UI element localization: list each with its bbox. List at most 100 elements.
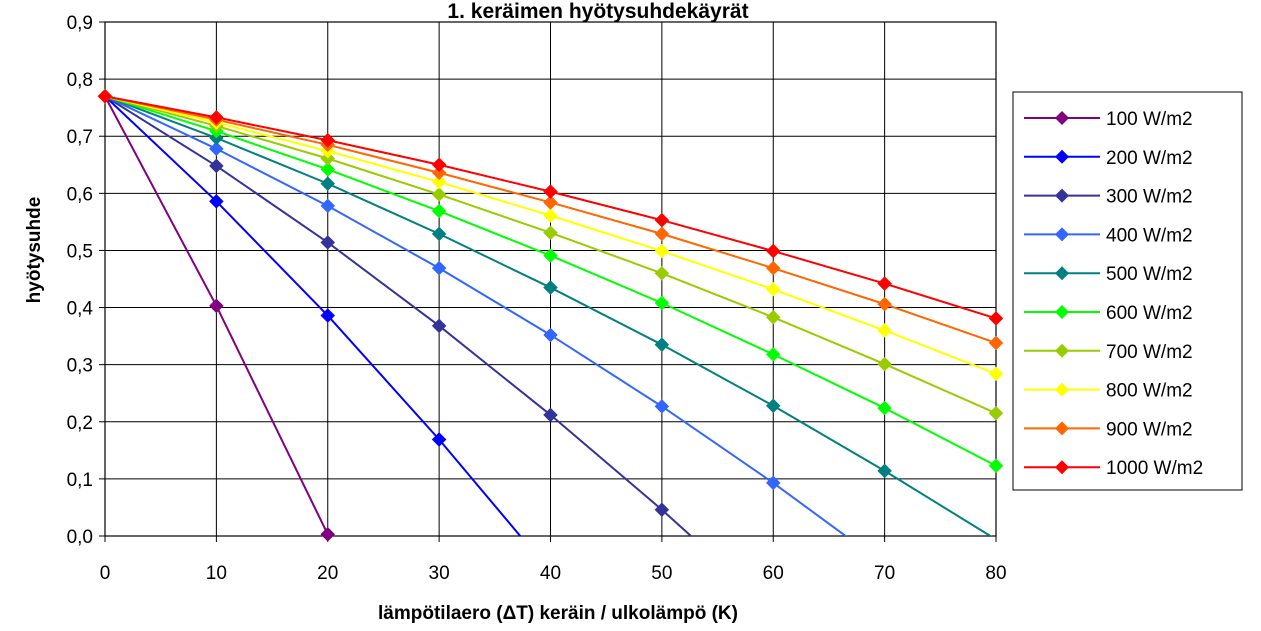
data-point bbox=[765, 309, 781, 325]
data-point bbox=[765, 281, 781, 297]
legend: 100 W/m2 200 W/m2 300 W/m2 400 W/m2 500 W/m2… bbox=[1012, 91, 1243, 491]
data-point bbox=[320, 235, 336, 250]
x-tick-label: 0 bbox=[100, 563, 111, 584]
data-point bbox=[431, 187, 447, 202]
legend-item: 1000 W/m2 bbox=[1024, 458, 1203, 479]
legend-label: 300 W/m2 bbox=[1106, 187, 1193, 208]
data-point bbox=[988, 366, 1004, 382]
data-point bbox=[543, 407, 558, 423]
data-point bbox=[877, 323, 892, 338]
x-tick-label: 20 bbox=[317, 563, 338, 584]
data-point bbox=[209, 110, 224, 125]
legend-item: 500 W/m2 bbox=[1024, 264, 1193, 285]
data-point bbox=[654, 502, 670, 518]
legend-swatch-marker bbox=[1055, 460, 1069, 475]
y-tick-label: 0,7 bbox=[67, 127, 93, 148]
legend-swatch-marker bbox=[1055, 111, 1069, 125]
data-point bbox=[543, 248, 558, 263]
y-tick-label: 0,2 bbox=[67, 413, 93, 434]
legend-swatch-marker bbox=[1055, 382, 1069, 397]
data-point bbox=[320, 176, 336, 191]
data-point bbox=[543, 327, 558, 343]
legend-label: 1000 W/m2 bbox=[1106, 458, 1203, 479]
legend-label: 700 W/m2 bbox=[1106, 342, 1193, 363]
y-tick-label: 0,1 bbox=[67, 470, 93, 491]
x-tick-label: 80 bbox=[985, 563, 1006, 584]
axes bbox=[99, 21, 997, 542]
data-point bbox=[320, 132, 336, 148]
data-point bbox=[543, 280, 558, 295]
data-point bbox=[431, 203, 447, 219]
data-point bbox=[654, 295, 670, 311]
data-point bbox=[209, 158, 224, 174]
data-point bbox=[97, 88, 113, 104]
data-point bbox=[654, 243, 670, 259]
x-tick-label: 10 bbox=[206, 563, 227, 584]
data-point bbox=[431, 260, 447, 276]
legend-label: 100 W/m2 bbox=[1106, 109, 1193, 130]
x-tick-label: 30 bbox=[429, 563, 450, 584]
legend-box bbox=[1012, 91, 1243, 491]
legend-item: 700 W/m2 bbox=[1024, 342, 1193, 363]
legend-item: 900 W/m2 bbox=[1024, 419, 1193, 440]
x-tick-label: 40 bbox=[540, 563, 561, 584]
legend-item: 400 W/m2 bbox=[1024, 225, 1193, 246]
legend-item: 300 W/m2 bbox=[1024, 187, 1193, 208]
tick-labels: 0,0 0,1 0,2 0,3 0,4 0,5 0,6 0,7 0,8 0,9 0 10 20 30 40 5… bbox=[67, 13, 1007, 584]
legend-label: 800 W/m2 bbox=[1106, 381, 1193, 402]
chart-title: 1. keräimen hyötysuhdekäyrät bbox=[447, 0, 748, 23]
legend-swatch-marker bbox=[1055, 188, 1069, 203]
data-point bbox=[320, 161, 336, 177]
data-point bbox=[320, 198, 336, 214]
data-point bbox=[988, 405, 1004, 421]
data-point bbox=[543, 208, 558, 223]
x-tick-label: 50 bbox=[651, 563, 672, 584]
x-tick-label: 60 bbox=[763, 563, 784, 584]
data-point bbox=[765, 398, 781, 414]
x-axis-label: lämpötilaero (ΔT) keräin / ulkolämpö (K) bbox=[378, 603, 738, 624]
legend-swatch-marker bbox=[1055, 149, 1069, 164]
data-point bbox=[431, 165, 447, 181]
data-point bbox=[320, 151, 336, 166]
data-point bbox=[431, 318, 447, 334]
data-point bbox=[654, 212, 670, 228]
plot-border bbox=[104, 21, 997, 537]
legend-label: 600 W/m2 bbox=[1106, 303, 1193, 324]
legend-swatch-marker bbox=[1055, 305, 1069, 319]
data-point bbox=[877, 276, 892, 291]
data-point bbox=[543, 195, 558, 210]
data-point bbox=[988, 458, 1004, 474]
y-tick-label: 0,4 bbox=[67, 299, 94, 320]
data-point bbox=[209, 298, 224, 314]
data-point bbox=[654, 337, 670, 353]
data-point bbox=[320, 526, 336, 542]
data-point bbox=[765, 475, 781, 491]
data-point bbox=[877, 400, 892, 416]
legend-label: 500 W/m2 bbox=[1106, 264, 1193, 285]
y-tick-label: 0,9 bbox=[67, 13, 93, 34]
data-point bbox=[654, 265, 670, 281]
data-point bbox=[431, 226, 447, 242]
legend-label: 200 W/m2 bbox=[1106, 148, 1193, 169]
data-point bbox=[877, 463, 892, 479]
data-point bbox=[209, 141, 224, 157]
y-tick-label: 0,3 bbox=[67, 356, 93, 377]
legend-item: 100 W/m2 bbox=[1024, 109, 1193, 130]
data-point bbox=[320, 308, 336, 323]
data-point bbox=[765, 347, 781, 362]
data-point bbox=[654, 399, 670, 414]
legend-item: 800 W/m2 bbox=[1024, 381, 1193, 402]
legend-label: 900 W/m2 bbox=[1106, 419, 1193, 440]
data-point bbox=[431, 157, 447, 173]
legend-swatch-marker bbox=[1055, 227, 1069, 242]
data-point bbox=[988, 311, 1004, 326]
y-axis-label: hyötysuhde bbox=[24, 197, 45, 304]
data-point bbox=[431, 432, 447, 447]
series-line-400-w-m2 bbox=[105, 95, 848, 536]
data-point bbox=[209, 193, 224, 209]
data-point bbox=[543, 225, 558, 241]
legend-swatch-marker bbox=[1055, 343, 1069, 358]
legend-swatch-marker bbox=[1055, 421, 1069, 436]
data-point bbox=[877, 356, 892, 372]
